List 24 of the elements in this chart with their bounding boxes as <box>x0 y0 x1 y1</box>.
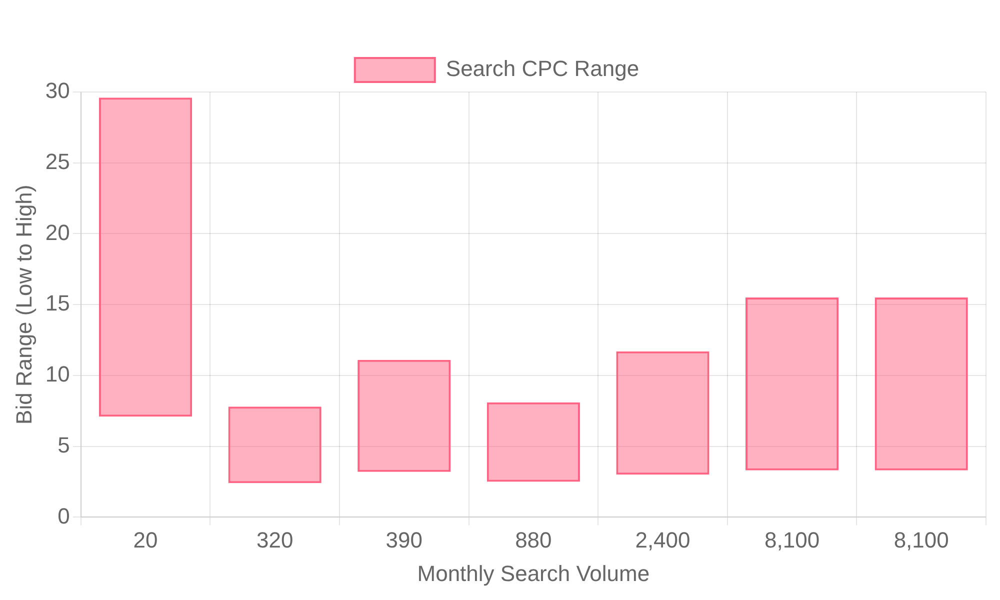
y-tick-label: 30 <box>45 78 70 104</box>
x-tick-label: 8,100 <box>764 527 820 552</box>
x-tick-label: 20 <box>133 527 158 552</box>
bar <box>874 298 968 470</box>
x-tick-label: 8,100 <box>894 527 949 552</box>
legend-label: Search CPC Range <box>446 56 640 82</box>
bar <box>98 98 192 417</box>
x-tick-label: 320 <box>256 527 294 552</box>
y-tick-label: 15 <box>45 290 70 316</box>
bar <box>228 406 322 484</box>
y-tick-label: 5 <box>58 432 70 458</box>
y-axis-title: Bid Range (Low to High) <box>11 184 36 424</box>
bar <box>616 351 710 475</box>
y-tick-label: 0 <box>58 503 70 528</box>
bar <box>486 402 580 482</box>
bar <box>358 360 451 472</box>
y-tick-label: 20 <box>45 220 70 245</box>
bar <box>745 298 839 470</box>
y-tick-label: 25 <box>45 148 70 174</box>
x-tick-label: 390 <box>386 527 422 552</box>
x-axis-title: Monthly Search Volume <box>417 560 650 586</box>
x-tick-label: 2,400 <box>635 527 690 552</box>
y-tick-label: 10 <box>45 362 70 387</box>
x-tick-label: 880 <box>515 527 552 552</box>
